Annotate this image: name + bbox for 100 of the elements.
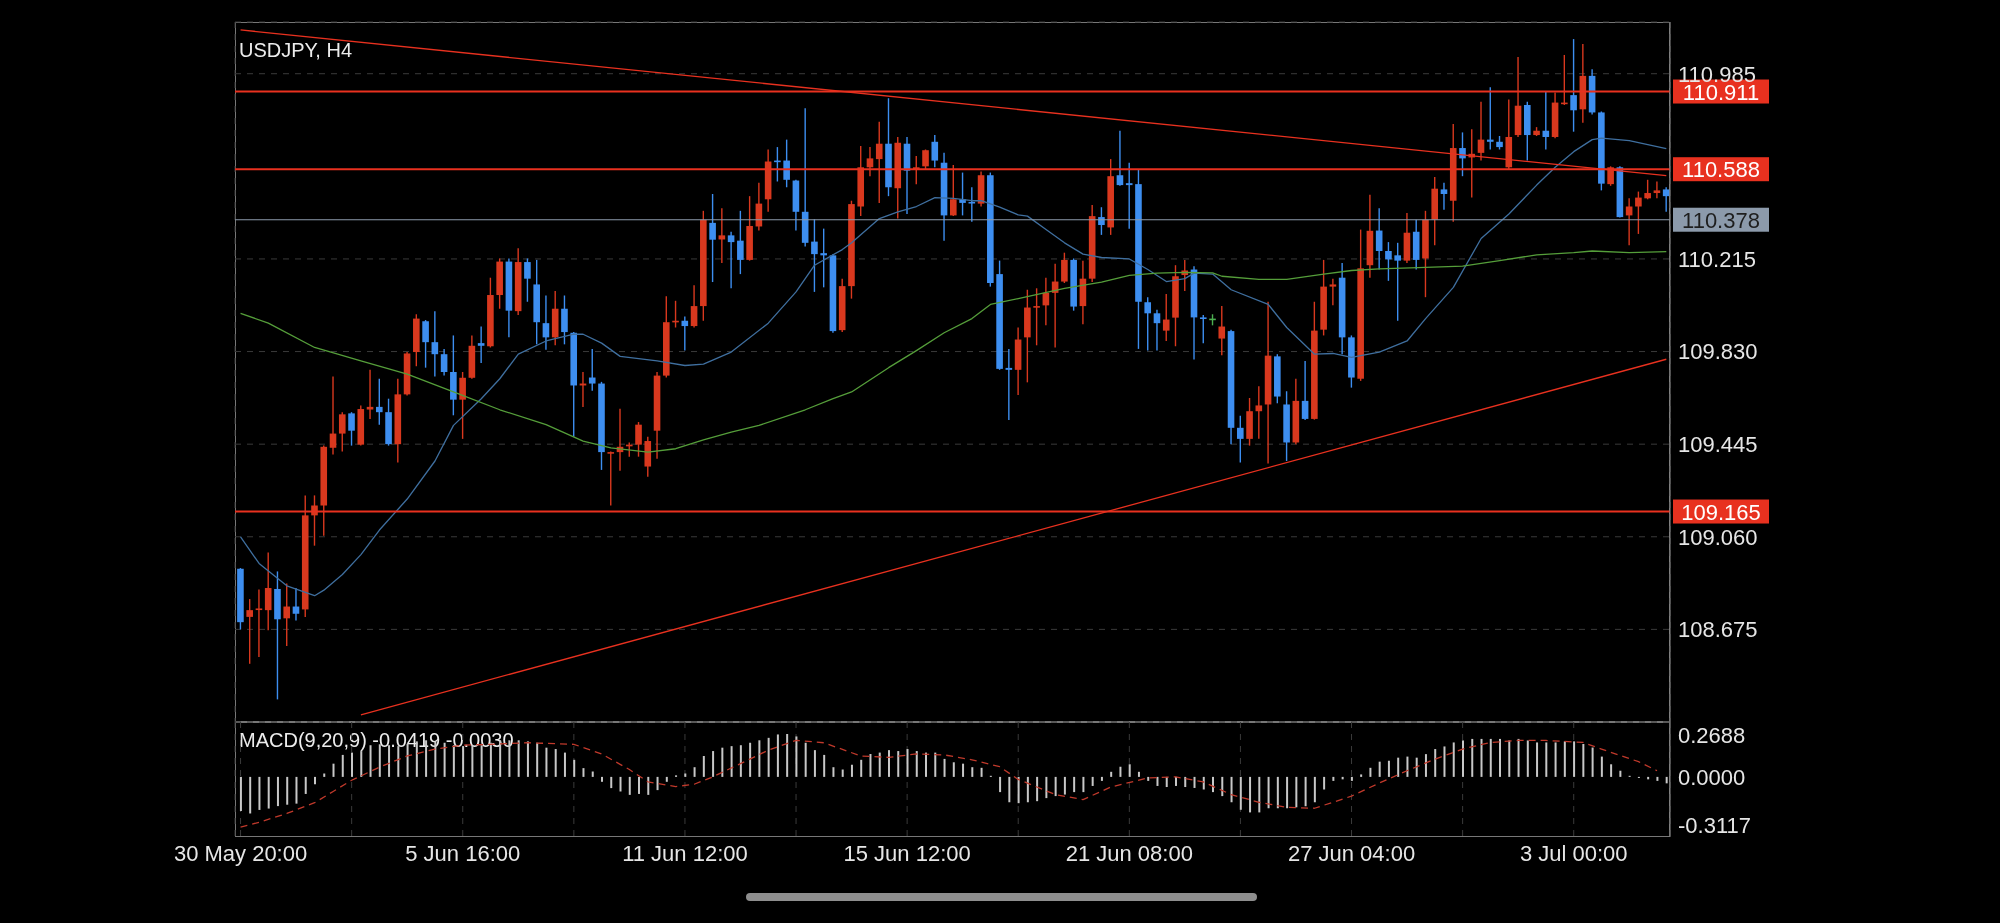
bar [582,768,585,777]
candlestick [246,598,253,665]
bar [860,759,863,777]
candlestick [376,378,383,426]
bar [554,749,557,777]
bar [1258,776,1261,813]
line-series [239,137,1667,597]
bar [545,747,548,777]
bar [1619,770,1622,777]
bar [1397,757,1400,777]
bar [1526,740,1529,777]
ref-line-label: 109.165 [1681,499,1761,525]
bar [1461,740,1464,777]
bar [526,741,529,777]
bar [1063,776,1066,795]
x-tick-label: 21 Jun 08:00 [1065,840,1193,866]
bar [1415,757,1418,777]
bar [804,742,807,777]
bar [1517,738,1520,777]
bar [1119,766,1122,777]
bar [360,751,363,777]
candlestick [348,411,355,447]
bar [739,745,742,777]
candlestick [1153,309,1161,352]
bar [295,776,298,804]
candlestick [1635,190,1642,235]
bar [304,776,307,794]
y-tick-label: -0.3117 [1678,812,1751,838]
candlestick [1098,206,1105,236]
bar [276,776,279,807]
bar [1036,776,1039,802]
bar [1406,756,1409,777]
candlestick [440,348,448,377]
bar [351,752,354,777]
candlestick [1255,385,1263,440]
candlestick [950,164,957,217]
candlestick [1570,38,1577,133]
candlestick [477,325,485,364]
candlestick [561,294,568,346]
candlestick [1033,287,1040,346]
y-tick-label: 0.2688 [1678,723,1746,749]
y-tick-label: 110.215 [1678,246,1756,272]
bar [1323,776,1326,790]
bar [786,733,789,777]
bar [841,769,844,777]
x-tick-label: 5 Jun 16:00 [405,840,521,866]
bar [1332,776,1335,781]
bar [1582,743,1585,777]
bar [934,752,937,777]
bar [887,750,890,777]
bar [1147,776,1150,781]
bar [536,742,539,777]
bar [1665,776,1668,784]
bar [1563,741,1566,777]
candlestick [783,138,790,188]
bar [443,742,446,777]
bar [1267,776,1270,809]
candlestick [635,421,642,458]
candlestick [1394,242,1401,322]
bar [1350,776,1353,781]
bar [239,776,242,812]
candlestick [1662,186,1670,213]
bar [1239,776,1242,810]
bar [1591,747,1594,777]
bar [1313,776,1316,803]
bar [1434,749,1437,777]
candlestick [422,319,429,369]
x-tick-label: 27 Jun 04:00 [1287,840,1416,866]
candlestick [737,210,744,275]
bar [1573,741,1576,777]
bar [1193,776,1196,788]
bar [591,771,594,777]
candlestick [264,551,272,632]
bar [1600,756,1603,777]
bar [249,776,252,814]
bar [563,752,566,777]
bar [1128,764,1131,777]
bar [1424,754,1427,777]
bar [749,742,752,777]
bar [1091,776,1094,786]
bar [1360,774,1363,777]
bar [952,762,955,777]
bar [1536,742,1539,777]
candlestick [1061,251,1068,284]
bar [1073,776,1076,793]
bar [452,745,455,777]
bar [850,764,853,777]
x-tick-label: 15 Jun 12:00 [843,840,971,866]
bar [1378,761,1381,777]
bar [1656,776,1659,781]
bar [795,736,798,777]
bar [1610,764,1613,777]
bar [1110,771,1113,777]
bar [776,734,779,777]
candlestick [1486,86,1494,151]
bar [767,737,770,777]
bar [1026,776,1029,803]
bar [1369,767,1372,777]
bar [1017,776,1020,804]
bar [906,749,909,777]
